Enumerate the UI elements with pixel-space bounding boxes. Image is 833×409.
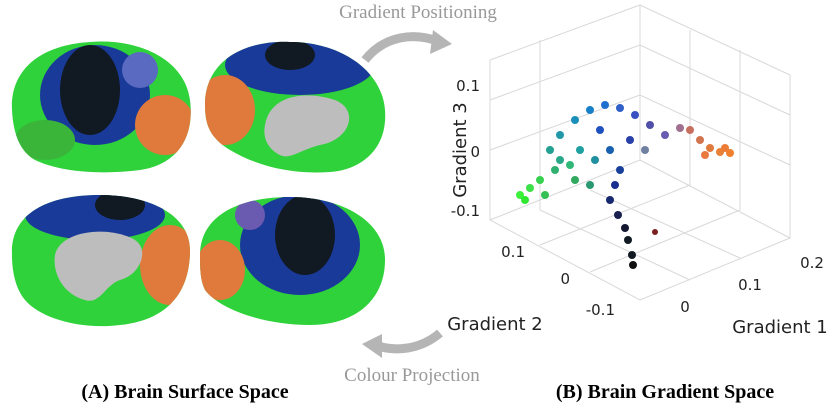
z-tick-label: 0 bbox=[470, 143, 480, 161]
x-tick-label: 0 bbox=[680, 298, 690, 316]
z-tick-label: 0.1 bbox=[456, 77, 480, 95]
panel-caption: (A) Brain Surface Space bbox=[81, 381, 288, 403]
arrow-head bbox=[430, 30, 452, 54]
y-tick-label: 0 bbox=[560, 270, 570, 288]
arrow bbox=[361, 32, 442, 63]
arrow-label: Colour Projection bbox=[344, 365, 480, 386]
arrow bbox=[373, 329, 443, 354]
x-tick-label: 0.1 bbox=[738, 276, 762, 294]
arrow-head bbox=[362, 334, 382, 358]
axis-label: Gradient 3 bbox=[450, 102, 471, 198]
axis-label: Gradient 1 bbox=[732, 317, 828, 338]
scatter-cloud bbox=[516, 101, 734, 269]
arrow-label: Gradient Positioning bbox=[339, 2, 497, 23]
brain-medial-right bbox=[205, 41, 386, 173]
y-tick-label: 0.1 bbox=[501, 243, 525, 261]
axes-box bbox=[489, 4, 791, 301]
brain-lateral-left bbox=[11, 41, 191, 173]
panel-caption: (B) Brain Gradient Space bbox=[556, 381, 774, 403]
z-tick-label: -0.1 bbox=[451, 202, 480, 220]
brain-medial-left bbox=[11, 195, 191, 327]
y-tick-label: -0.1 bbox=[586, 301, 615, 319]
axis-label: Gradient 2 bbox=[447, 314, 543, 335]
brain-lateral-right bbox=[200, 197, 385, 325]
x-tick-label: 0.2 bbox=[800, 254, 824, 272]
